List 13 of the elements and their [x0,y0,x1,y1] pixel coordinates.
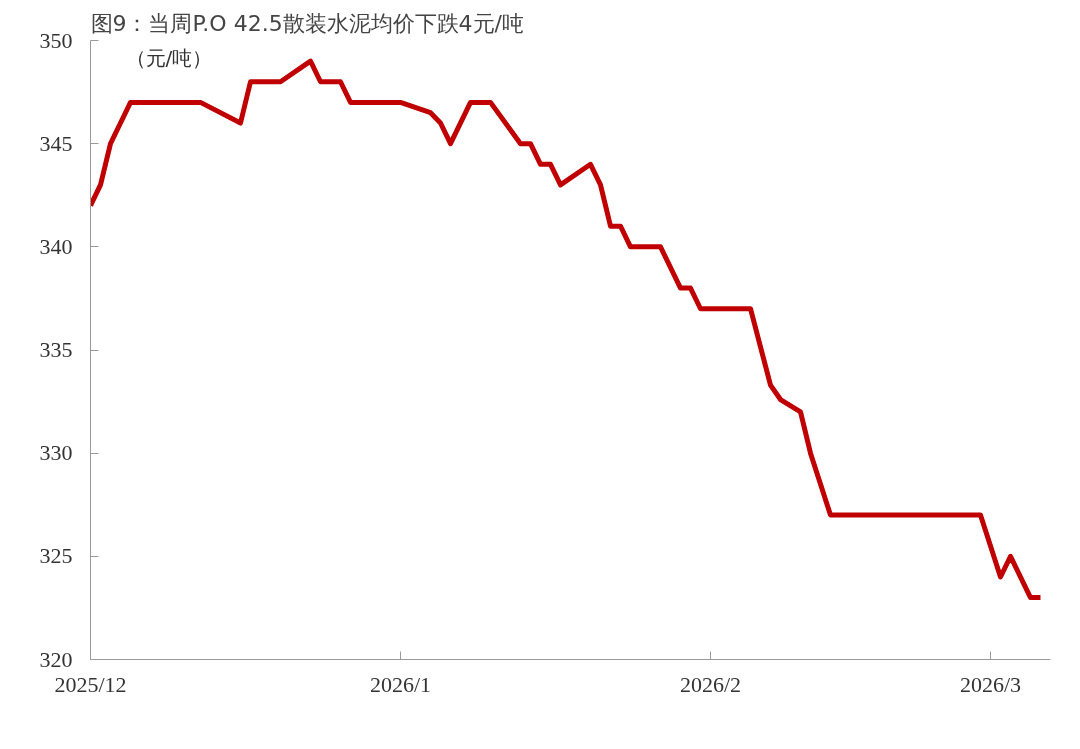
y-tick-label: 340 [39,233,73,259]
x-tick-label: 2026/1 [369,671,432,697]
y-tick-label: 335 [39,337,73,362]
y-tick-label: 350 [39,27,73,53]
y-tick-label: 345 [39,130,73,156]
y-tick-label: 330 [39,440,73,466]
y-tick-label: 320 [39,646,73,672]
chart-title: 图9：当周P.O 42.5散装水泥均价下跌4元/吨 [90,10,525,36]
y-tick-label: 325 [39,543,73,569]
x-tick-label: 2026/2 [679,671,742,697]
y-axis-title: （元/吨） [125,45,213,70]
x-tick-label: 2025/12 [54,671,127,697]
x-tick-label: 2026/3 [959,671,1022,697]
